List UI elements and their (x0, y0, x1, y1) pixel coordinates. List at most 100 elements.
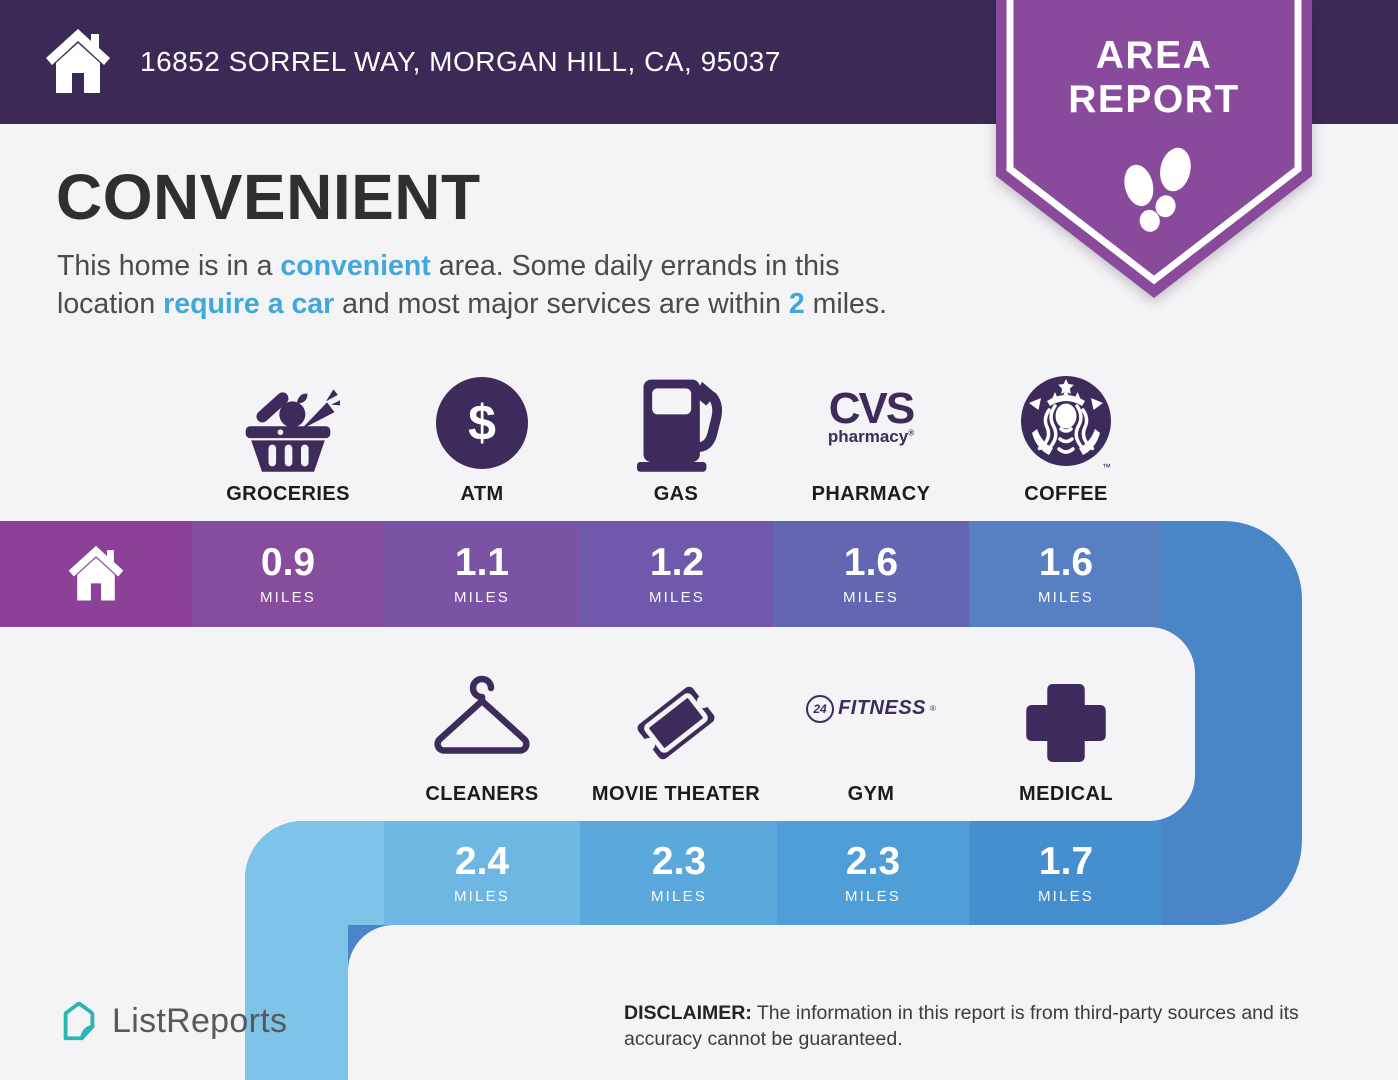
distance-value: 2.3 (845, 839, 901, 883)
distance-gym: 2.3 MILES (776, 821, 970, 925)
service-coffee: COFFEE (966, 362, 1166, 508)
gym-24-emblem: 24 (806, 694, 835, 723)
service-label: GAS (653, 483, 699, 505)
bar2-segment-gym (777, 821, 969, 925)
bar1-segment-gas (580, 521, 773, 627)
distance-medical: 1.7 MILES (969, 821, 1163, 925)
bar1-segment-coffee (969, 521, 1162, 627)
distance-pharmacy: 1.6 MILES (774, 521, 968, 627)
movie-ticket-icon (576, 662, 776, 783)
starbucks-siren-logo (966, 362, 1166, 483)
distance-unit: MILES (1037, 887, 1094, 905)
service-label: GYM (847, 783, 895, 805)
home-icon (46, 29, 110, 93)
service-label: GROCERIES (226, 483, 350, 505)
bar2-segment-medical (969, 821, 1162, 925)
cvs-wordmark: CVS (828, 384, 915, 434)
distance-groceries: 0.9 MILES (191, 521, 385, 627)
distance-value: 1.1 (454, 540, 510, 584)
distance-gas: 1.2 MILES (580, 521, 774, 627)
summary-part: area. Some daily errands in this locatio… (57, 250, 840, 320)
gas-pump-icon (576, 362, 776, 483)
service-label: MEDICAL (1019, 783, 1113, 805)
registered-mark: ® (908, 427, 915, 437)
footprints-icon (1124, 147, 1191, 232)
disclaimer: DISCLAIMER: The information in this repo… (624, 1000, 1354, 1053)
distance-value: 1.6 (1038, 540, 1094, 584)
area-report-badge (996, 0, 1312, 298)
distance-value: 2.3 (651, 839, 707, 883)
hanger-icon (382, 662, 582, 783)
service-pharmacy: CVS pharmacy® PHARMACY (771, 362, 971, 508)
bar2-segment-movie (580, 821, 777, 925)
distance-unit: MILES (1037, 588, 1094, 606)
bar1-segment-pharmacy (773, 521, 969, 627)
distance-unit: MILES (842, 588, 899, 606)
badge-title-line1: AREA (1095, 34, 1213, 77)
pharmacy-wordmark: pharmacy (827, 426, 909, 446)
service-gym: 24 FITNESS ® GYM (771, 662, 971, 808)
medical-cross-icon (966, 662, 1166, 783)
page-title: CONVENIENT (56, 161, 481, 233)
brand-name: ListReports (112, 1001, 288, 1040)
dollar-symbol: $ (468, 394, 496, 451)
distance-movie-theater: 2.3 MILES (582, 821, 776, 925)
service-groceries: GROCERIES (188, 362, 388, 508)
grocery-basket-icon (188, 362, 388, 483)
service-atm: $ ATM (382, 362, 582, 508)
service-label: COFFEE (1024, 483, 1108, 505)
property-address: 16852 SORREL WAY, MORGAN HILL, CA, 95037 (140, 46, 781, 77)
service-label: PHARMACY (811, 483, 931, 505)
service-cleaners: CLEANERS (382, 662, 582, 808)
trademark-symbol: ™ (1102, 462, 1111, 472)
registered-mark: ® (930, 704, 936, 713)
bar1-segment-atm (384, 521, 580, 627)
service-label: CLEANERS (425, 783, 539, 805)
badge-border (1006, 0, 1302, 285)
summary-part: miles. (804, 287, 888, 320)
bar2-cap-segment (245, 821, 384, 925)
disclaimer-label: DISCLAIMER: (624, 1002, 752, 1024)
badge-title-line2: REPORT (1068, 78, 1240, 122)
ribbon-left-column (245, 924, 348, 1080)
bar1-home (0, 521, 192, 627)
service-movie-theater: MOVIE THEATER (576, 662, 776, 808)
24-hour-fitness-logo: 24 FITNESS ® (771, 662, 971, 783)
highlight-miles-value: 2 (788, 287, 805, 320)
bar2-segment-cleaners (384, 821, 580, 925)
distance-value: 2.4 (454, 839, 510, 883)
distance-coffee: 1.6 MILES (969, 521, 1163, 627)
distance-unit: MILES (650, 887, 707, 905)
distance-cleaners: 2.4 MILES (385, 821, 579, 925)
distance-unit: MILES (648, 588, 705, 606)
badge-title: AREA REPORT (996, 34, 1312, 122)
distance-unit: MILES (844, 887, 901, 905)
distance-value: 1.2 (649, 540, 705, 584)
distance-unit: MILES (259, 588, 316, 606)
listreports-logo-icon (63, 1001, 95, 1041)
service-label: ATM (460, 483, 504, 505)
distance-unit: MILES (453, 887, 510, 905)
fitness-wordmark: FITNESS (838, 697, 927, 719)
distance-unit: MILES (453, 588, 510, 606)
distance-value: 0.9 (260, 540, 316, 584)
bar1-segment-groceries (192, 521, 384, 627)
summary-part: This home is in a (57, 250, 281, 282)
home-icon (68, 545, 124, 601)
highlight-convenient: convenient (280, 250, 431, 282)
cvs-pharmacy-logo: CVS pharmacy® (771, 362, 971, 483)
listreports-brand: ListReports (56, 998, 287, 1044)
distance-atm: 1.1 MILES (385, 521, 579, 627)
service-label: MOVIE THEATER (591, 783, 761, 805)
distance-value: 1.7 (1038, 839, 1094, 883)
disclaimer-text: The information in this report is from t… (624, 1002, 1299, 1051)
highlight-require-a-car: require a car (163, 287, 335, 320)
summary-text: This home is in a convenient area. Some … (57, 248, 932, 324)
summary-part: and most major services are within (334, 287, 789, 320)
service-medical: MEDICAL (966, 662, 1166, 808)
distance-value: 1.6 (843, 540, 899, 584)
atm-dollar-icon: $ (382, 362, 582, 483)
service-gas: GAS (576, 362, 776, 508)
